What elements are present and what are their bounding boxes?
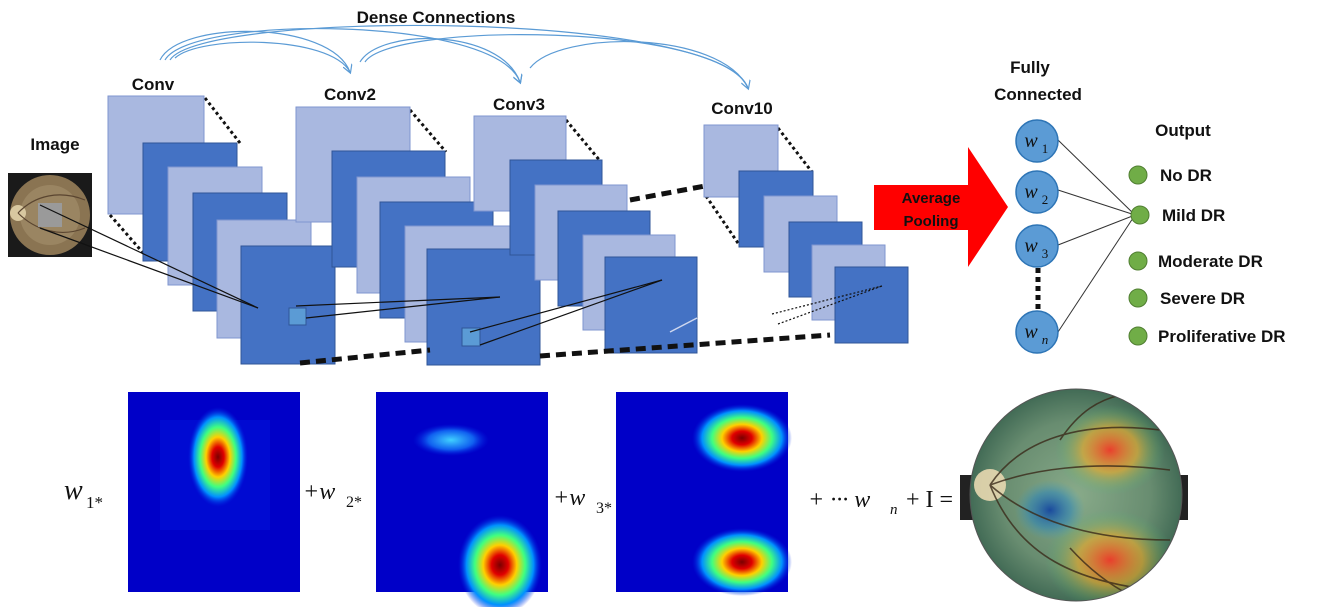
output-class-no-dr: No DR [1128,165,1212,185]
svg-text:+w: +w [303,479,335,505]
svg-text:3: 3 [1042,246,1049,261]
activation-heatmap-2 [376,392,548,607]
svg-text:w: w [1024,130,1038,152]
conv-block-3-label: Conv3 [493,95,545,114]
fundus-cam-overlay-image [960,388,1188,602]
equation-tail: + ··· w n + I = [808,487,953,518]
receptive-field-lines [39,204,883,346]
svg-text:Mild DR: Mild DR [1162,206,1225,225]
activation-heatmap-3 [616,392,792,596]
svg-text:2: 2 [1042,192,1049,207]
ellipsis-bridge-lines [299,183,831,366]
output-class-proliferative-dr: Proliferative DR [1128,326,1286,346]
output-class-moderate-dr: Moderate DR [1128,251,1263,271]
fc-to-output-lines [1057,139,1136,333]
average-pooling-arrow: Average Pooling [874,147,1008,267]
equation-term-1: w 1* [64,475,103,512]
svg-text:n: n [890,502,898,518]
fc-node-1: w 1 [1015,119,1059,163]
fc-node-n: w n [1015,310,1059,354]
fc-node-2: w 2 [1015,170,1059,214]
svg-text:w: w [1024,235,1038,257]
svg-text:+w: +w [553,485,585,511]
conv-block-2-label: Conv2 [324,85,376,104]
svg-text:w: w [1024,321,1038,343]
svg-text:2*: 2* [346,494,362,511]
output-class-severe-dr: Severe DR [1128,288,1245,308]
conv-block-2 [295,106,541,366]
svg-text:3*: 3* [596,500,612,517]
input-fundus-thumbnail [8,173,92,257]
fc-node-3: w 3 [1015,224,1059,268]
svg-text:1: 1 [1042,141,1049,156]
dense-connection-arcs [159,24,748,88]
svg-text:w: w [64,475,83,506]
svg-text:+ I =: + I = [906,487,953,513]
equation-term-2: +w 2* [303,479,362,511]
conv-block-10 [703,124,909,344]
output-class-mild-dr: Mild DR [1130,205,1225,225]
svg-text:Proliferative DR: Proliferative DR [1158,327,1286,346]
pooling-label-line2: Pooling [904,213,959,230]
equation-term-3: +w 3* [553,485,612,517]
svg-text:n: n [1042,332,1049,347]
conv-block-10-label: Conv10 [711,99,772,118]
conv-block-1-label: Conv [132,75,175,94]
activation-heatmap-1 [128,392,300,592]
conv-block-1 [107,95,336,365]
output-title: Output [1155,121,1211,140]
dense-connections-label: Dense Connections [357,8,516,27]
fc-title-line2: Connected [994,85,1082,104]
svg-text:+ ··· w: + ··· w [808,487,870,513]
svg-text:w: w [1024,181,1038,203]
svg-text:1*: 1* [86,493,103,512]
input-image-label: Image [30,135,79,154]
svg-text:Moderate DR: Moderate DR [1158,252,1263,271]
pooling-label-line1: Average [902,190,961,207]
svg-text:No DR: No DR [1160,166,1212,185]
svg-text:Severe DR: Severe DR [1160,289,1245,308]
fc-title-line1: Fully [1010,58,1050,77]
